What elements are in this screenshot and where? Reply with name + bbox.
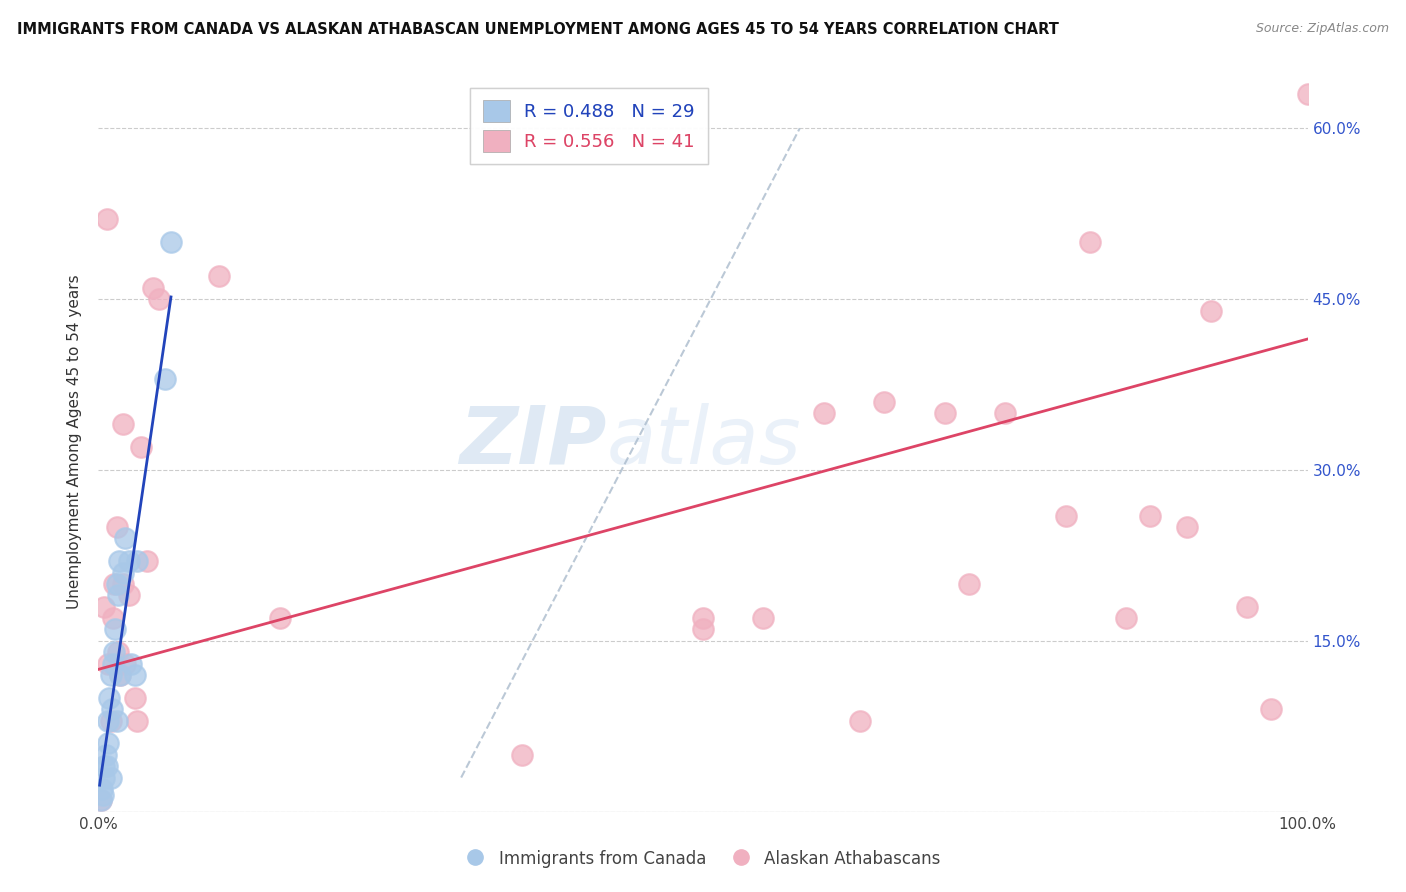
Text: atlas: atlas (606, 402, 801, 481)
Text: IMMIGRANTS FROM CANADA VS ALASKAN ATHABASCAN UNEMPLOYMENT AMONG AGES 45 TO 54 YE: IMMIGRANTS FROM CANADA VS ALASKAN ATHABA… (17, 22, 1059, 37)
Text: Source: ZipAtlas.com: Source: ZipAtlas.com (1256, 22, 1389, 36)
Point (510, 747, 533, 762)
Point (114, 657, 136, 671)
Point (101, 657, 124, 671)
Point (91, 781, 114, 796)
Point (105, 520, 128, 534)
Point (124, 668, 146, 682)
Point (957, 577, 980, 591)
Point (105, 577, 128, 591)
Point (100, 702, 122, 716)
Point (103, 645, 125, 659)
Legend: Immigrants from Canada, Alaskan Athabascans: Immigrants from Canada, Alaskan Athabasc… (458, 843, 948, 875)
Point (124, 690, 146, 705)
Point (135, 554, 157, 568)
Point (934, 406, 956, 420)
Point (108, 668, 131, 682)
Point (108, 554, 131, 568)
Point (1199, 303, 1222, 318)
Text: ZIP: ZIP (458, 402, 606, 481)
Point (100, 771, 122, 785)
Point (90, 793, 112, 807)
Point (101, 611, 124, 625)
Point (107, 588, 129, 602)
Point (153, 372, 176, 386)
Point (114, 532, 136, 546)
Point (90, 793, 112, 807)
Point (100, 668, 122, 682)
Point (93, 759, 115, 773)
Legend: R = 0.488   N = 29, R = 0.556   N = 41: R = 0.488 N = 29, R = 0.556 N = 41 (470, 87, 707, 164)
Point (111, 577, 134, 591)
Point (111, 566, 134, 580)
Point (127, 714, 149, 728)
Point (93, 771, 115, 785)
Point (107, 645, 129, 659)
Point (160, 235, 183, 250)
Point (94, 747, 117, 762)
Point (100, 714, 122, 728)
Point (105, 714, 128, 728)
Point (873, 394, 896, 409)
Point (692, 611, 714, 625)
Point (1296, 87, 1319, 102)
Point (1236, 599, 1258, 614)
Point (93, 599, 115, 614)
Point (96, 759, 118, 773)
Y-axis label: Unemployment Among Ages 45 to 54 years: Unemployment Among Ages 45 to 54 years (67, 274, 83, 609)
Point (97, 736, 120, 750)
Point (91, 788, 114, 802)
Point (692, 623, 714, 637)
Point (97, 657, 120, 671)
Point (1078, 235, 1101, 250)
Point (111, 417, 134, 432)
Point (118, 588, 141, 602)
Point (148, 292, 170, 306)
Point (129, 440, 152, 454)
Point (849, 714, 872, 728)
Point (1175, 520, 1198, 534)
Point (97, 714, 120, 728)
Point (98, 690, 121, 705)
Point (1054, 508, 1077, 523)
Point (1139, 508, 1161, 523)
Point (142, 281, 165, 295)
Point (108, 668, 131, 682)
Point (1115, 611, 1137, 625)
Point (813, 406, 835, 420)
Point (103, 577, 125, 591)
Point (120, 657, 142, 671)
Point (96, 212, 118, 227)
Point (118, 554, 141, 568)
Point (269, 611, 291, 625)
Point (1260, 702, 1282, 716)
Point (127, 554, 149, 568)
Point (208, 269, 231, 284)
Point (752, 611, 775, 625)
Point (994, 406, 1017, 420)
Point (104, 623, 127, 637)
